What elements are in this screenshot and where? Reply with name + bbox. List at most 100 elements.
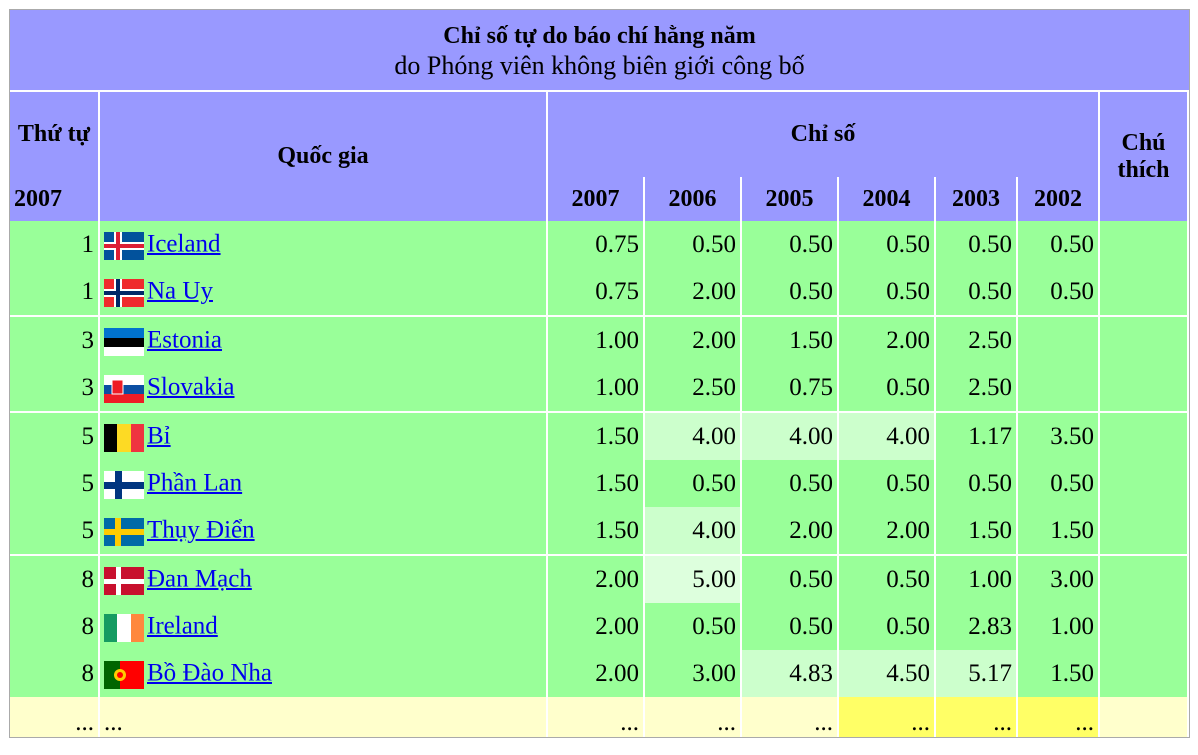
country-link[interactable]: Bỉ <box>147 422 171 450</box>
table-row: 3 Estonia 1.00 2.00 1.50 2.00 2.50 <box>10 315 1190 364</box>
country-cell: Na Uy <box>100 268 548 315</box>
table-row: 5 Thụy Điển 1.50 4.00 2.00 2.00 1.50 1.50 <box>10 507 1190 554</box>
score-cell: 0.50 <box>1018 268 1100 315</box>
score-cell: 1.50 <box>936 507 1018 554</box>
year-header: 2004 <box>839 177 936 221</box>
score-cell: 0.75 <box>742 364 839 411</box>
note-cell <box>1100 411 1190 460</box>
year-header: 2003 <box>936 177 1018 221</box>
flag-icon <box>104 424 144 452</box>
rank-cell: 5 <box>10 460 100 507</box>
rank-year-header: 2007 <box>10 177 100 221</box>
table-row: 8 Bồ Đào Nha 2.00 3.00 4.83 4.50 5.17 1.50 <box>10 650 1190 697</box>
score-cell: 2.50 <box>936 315 1018 364</box>
score-cell: 4.00 <box>645 411 742 460</box>
score-cell: 1.50 <box>1018 650 1100 697</box>
score-cell: 2.50 <box>645 364 742 411</box>
flag-icon <box>104 471 144 499</box>
score-cell: 5.17 <box>936 650 1018 697</box>
country-link[interactable]: Đan Mạch <box>147 565 252 593</box>
country-link[interactable]: Thụy Điển <box>147 516 255 544</box>
subtitle: do Phóng viên không biên giới công bố <box>394 50 805 80</box>
table-row: ........................ <box>10 697 1190 737</box>
table-body: 1 Iceland 0.75 0.50 0.50 0.50 0.50 0.50 1 Na Uy 0.… <box>10 221 1190 737</box>
country-cell: Ireland <box>100 603 548 650</box>
flag-icon <box>104 279 144 307</box>
score-cell: 0.50 <box>936 268 1018 315</box>
score-cell: 4.83 <box>742 650 839 697</box>
title-cell: Chỉ số tự do báo chí hằng năm do Phóng vi… <box>10 10 1190 92</box>
score-cell: 1.17 <box>936 411 1018 460</box>
year-header: 2005 <box>742 177 839 221</box>
flag-icon <box>104 328 144 356</box>
score-cell: 2.00 <box>548 554 645 603</box>
score-cell: 1.50 <box>548 460 645 507</box>
note-cell <box>1100 221 1190 268</box>
score-cell: 0.50 <box>839 460 936 507</box>
score-cell: 2.50 <box>936 364 1018 411</box>
score-cell: 0.50 <box>839 364 936 411</box>
flag-icon <box>104 375 144 403</box>
country-cell: Slovakia <box>100 364 548 411</box>
table-row: 8 Đan Mạch 2.00 5.00 0.50 0.50 1.00 3.00 <box>10 554 1190 603</box>
table-row: 5 Bỉ 1.50 4.00 4.00 4.00 1.17 3.50 <box>10 411 1190 460</box>
note-cell <box>1100 554 1190 603</box>
score-cell: 1.00 <box>1018 603 1100 650</box>
year-header: 2006 <box>645 177 742 221</box>
flag-icon <box>104 661 144 689</box>
score-cell: 3.50 <box>1018 411 1100 460</box>
country-link[interactable]: Na Uy <box>147 277 213 305</box>
score-cell: 1.00 <box>936 554 1018 603</box>
score-cell: 4.50 <box>839 650 936 697</box>
note-cell <box>1100 603 1190 650</box>
score-cell: 0.50 <box>839 221 936 268</box>
score-cell: 1.00 <box>548 315 645 364</box>
score-cell: 1.50 <box>1018 507 1100 554</box>
note-cell <box>1100 697 1190 737</box>
score-cell: 0.50 <box>645 460 742 507</box>
flag-icon <box>104 567 144 595</box>
score-cell: 2.00 <box>839 315 936 364</box>
rank-cell: 8 <box>10 554 100 603</box>
country-link[interactable]: Ireland <box>147 612 218 640</box>
note-cell <box>1100 460 1190 507</box>
score-cell <box>1018 315 1100 364</box>
score-cell: ... <box>742 697 839 737</box>
note-cell <box>1100 268 1190 315</box>
score-cell: 3.00 <box>645 650 742 697</box>
rank-cell: 1 <box>10 268 100 315</box>
score-cell: 2.00 <box>645 315 742 364</box>
rank-cell: 3 <box>10 315 100 364</box>
score-cell: ... <box>1018 697 1100 737</box>
rank-cell: 8 <box>10 603 100 650</box>
press-freedom-table: Chỉ số tự do báo chí hằng năm do Phóng vi… <box>9 9 1191 738</box>
country-link[interactable]: Bồ Đào Nha <box>147 659 272 687</box>
score-cell: 2.00 <box>742 507 839 554</box>
score-cell: 1.00 <box>548 364 645 411</box>
score-cell: 0.50 <box>1018 221 1100 268</box>
year-header: 2007 <box>548 177 645 221</box>
note-cell <box>1100 364 1190 411</box>
table-row: 1 Iceland 0.75 0.50 0.50 0.50 0.50 0.50 <box>10 221 1190 268</box>
country-link[interactable]: Iceland <box>147 230 221 258</box>
country-link[interactable]: Slovakia <box>147 373 235 401</box>
country-link[interactable]: Estonia <box>147 326 222 354</box>
rank-cell: 5 <box>10 507 100 554</box>
score-cell: 2.83 <box>936 603 1018 650</box>
score-cell: 0.50 <box>839 554 936 603</box>
score-cell: 0.50 <box>742 268 839 315</box>
country-cell: Estonia <box>100 315 548 364</box>
country-cell: Phần Lan <box>100 460 548 507</box>
country-cell: Thụy Điển <box>100 507 548 554</box>
country-cell: Bồ Đào Nha <box>100 650 548 697</box>
country-link[interactable]: Phần Lan <box>147 469 243 497</box>
country-header: Quốc gia <box>100 92 548 221</box>
score-cell: 0.50 <box>742 221 839 268</box>
note-cell <box>1100 507 1190 554</box>
table-row: 1 Na Uy 0.75 2.00 0.50 0.50 0.50 0.50 <box>10 268 1190 315</box>
country-cell: ... <box>100 697 548 737</box>
table-row: 3 Slovakia 1.00 2.50 0.75 0.50 2.50 <box>10 364 1190 411</box>
score-cell: ... <box>936 697 1018 737</box>
country-cell: Iceland <box>100 221 548 268</box>
score-cell: 2.00 <box>839 507 936 554</box>
